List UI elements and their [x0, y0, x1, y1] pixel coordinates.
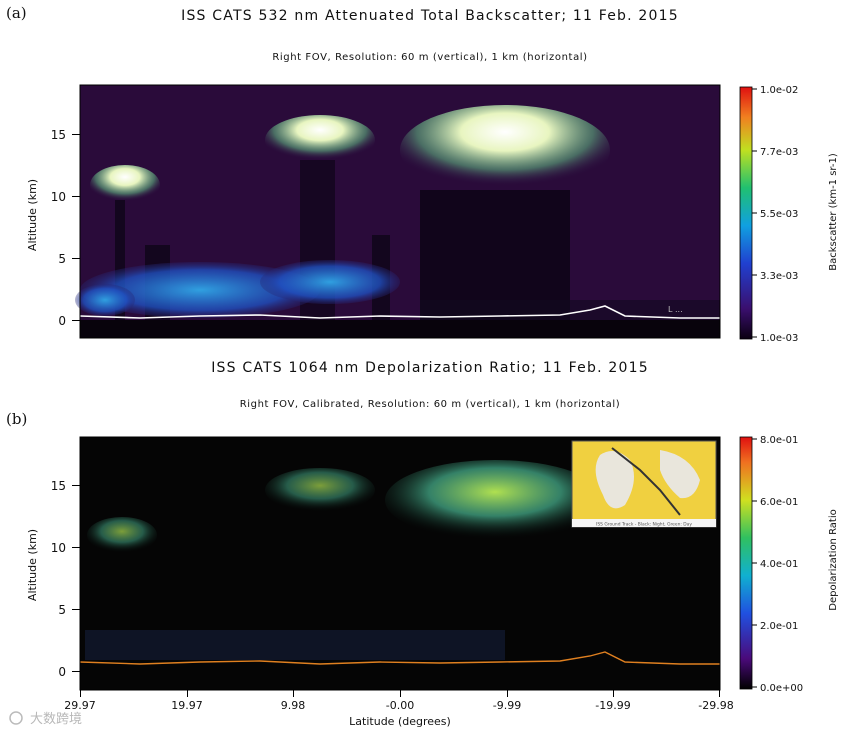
colorbar-b-tick-label-2: 4.0e-01 — [760, 559, 798, 570]
low-layer-b — [85, 630, 505, 660]
colorbar-b-tick-label-1: 6.0e-01 — [760, 497, 798, 508]
colorbar-a-label: Backscatter (km-1 sr-1) — [828, 153, 839, 271]
y-axis-label-a: Altitude (km) — [26, 179, 39, 251]
colorbar-a-tick-label-4: 1.0e-03 — [760, 333, 798, 344]
cirrus-a-mid — [265, 115, 375, 165]
surface-line-a — [79, 305, 720, 319]
panel-a-label: (a) — [6, 4, 27, 22]
colorbar-a-tick-label-3: 3.3e-03 — [760, 271, 798, 282]
y-tick-label-b-0: 0 — [58, 665, 66, 679]
colorbar-b: 8.0e-01 6.0e-01 4.0e-01 2.0e-01 0.0e+00 … — [739, 435, 839, 694]
inset-ground-track — [611, 447, 681, 516]
cirrus-a-main — [400, 105, 610, 195]
y-tick-label-b-5: 5 — [58, 603, 66, 617]
cirrus-b-left — [87, 517, 157, 553]
colorbar-b-bar — [739, 436, 753, 690]
cirrus-b-mid — [265, 468, 375, 512]
colorbar-a-tick-label-2: 5.5e-03 — [760, 209, 798, 220]
surface-line-b — [79, 651, 720, 665]
y-tick-label-a-5: 5 — [58, 252, 66, 266]
inset-caption-bar — [572, 519, 716, 527]
chart-a-subtitle: Right FOV, Resolution: 60 m (vertical), … — [272, 52, 588, 63]
watermark-a-text: L ... — [668, 305, 683, 314]
colorbar-b-tick-label-4: 0.0e+00 — [760, 683, 803, 694]
x-axis-label: Latitude (degrees) — [349, 715, 451, 728]
y-tick-label-a-15: 15 — [51, 128, 66, 142]
chart-a-title: ISS CATS 532 nm Attenuated Total Backsca… — [181, 8, 679, 24]
x-tick-label-4: -9.99 — [493, 699, 521, 712]
x-tick-label-6: -29.98 — [698, 699, 733, 712]
watermark-logo-icon — [9, 711, 23, 725]
surface-a-below — [80, 320, 720, 338]
watermark-text: 大数跨境 — [30, 712, 82, 727]
low-layer-a-3 — [75, 284, 135, 316]
low-layer-a-1 — [80, 262, 320, 318]
panel-a-border — [79, 84, 721, 339]
chart-b-title: ISS CATS 1064 nm Depolarization Ratio; 1… — [211, 360, 649, 376]
x-tick-label-2: 9.98 — [281, 699, 306, 712]
x-axis: 29.97 19.97 9.98 -0.00 -9.99 -19.99 -29.… — [64, 690, 734, 728]
panel-a-plot: L ... — [75, 84, 721, 339]
y-axis-a: 0 5 10 15 Altitude (km) — [26, 128, 80, 328]
panel-b-plot: ISS Ground Track - Black: Night, Green: … — [79, 436, 721, 691]
colorbar-a-tick-label-0: 1.0e-02 — [760, 85, 798, 96]
colorbar-b-tick-label-3: 2.0e-01 — [760, 621, 798, 632]
x-tick-label-3: -0.00 — [386, 699, 414, 712]
colorbar-a: 1.0e-02 7.7e-03 5.5e-03 3.3e-03 1.0e-03 … — [739, 85, 839, 344]
y-axis-label-b: Altitude (km) — [26, 529, 39, 601]
watermark: 大数跨境 — [9, 711, 82, 727]
cirrus-b-main — [385, 460, 605, 540]
inset-map: ISS Ground Track - Black: Night, Green: … — [571, 440, 717, 528]
x-tick-label-1: 19.97 — [171, 699, 203, 712]
inset-caption: ISS Ground Track - Black: Night, Green: … — [596, 522, 692, 528]
colorbar-a-bar — [739, 86, 753, 340]
shadow-a-3 — [115, 200, 125, 320]
y-tick-label-b-10: 10 — [51, 541, 66, 555]
panel-b-label: (b) — [6, 410, 28, 428]
inset-map-land-2 — [660, 450, 700, 499]
inset-map-land — [595, 451, 634, 509]
colorbar-b-label: Depolarization Ratio — [828, 509, 839, 611]
chart-b-subtitle: Right FOV, Calibrated, Resolution: 60 m … — [239, 399, 621, 410]
y-tick-label-a-0: 0 — [58, 314, 66, 328]
y-tick-label-a-10: 10 — [51, 190, 66, 204]
x-tick-label-5: -19.99 — [595, 699, 630, 712]
y-axis-b: 0 5 10 15 Altitude (km) — [26, 479, 80, 679]
low-layer-a-2 — [260, 260, 400, 304]
colorbar-b-tick-label-0: 8.0e-01 — [760, 435, 798, 446]
x-tick-label-0: 29.97 — [64, 699, 96, 712]
colorbar-a-tick-label-1: 7.7e-03 — [760, 147, 798, 158]
y-tick-label-b-15: 15 — [51, 479, 66, 493]
cirrus-a-left — [90, 165, 160, 205]
